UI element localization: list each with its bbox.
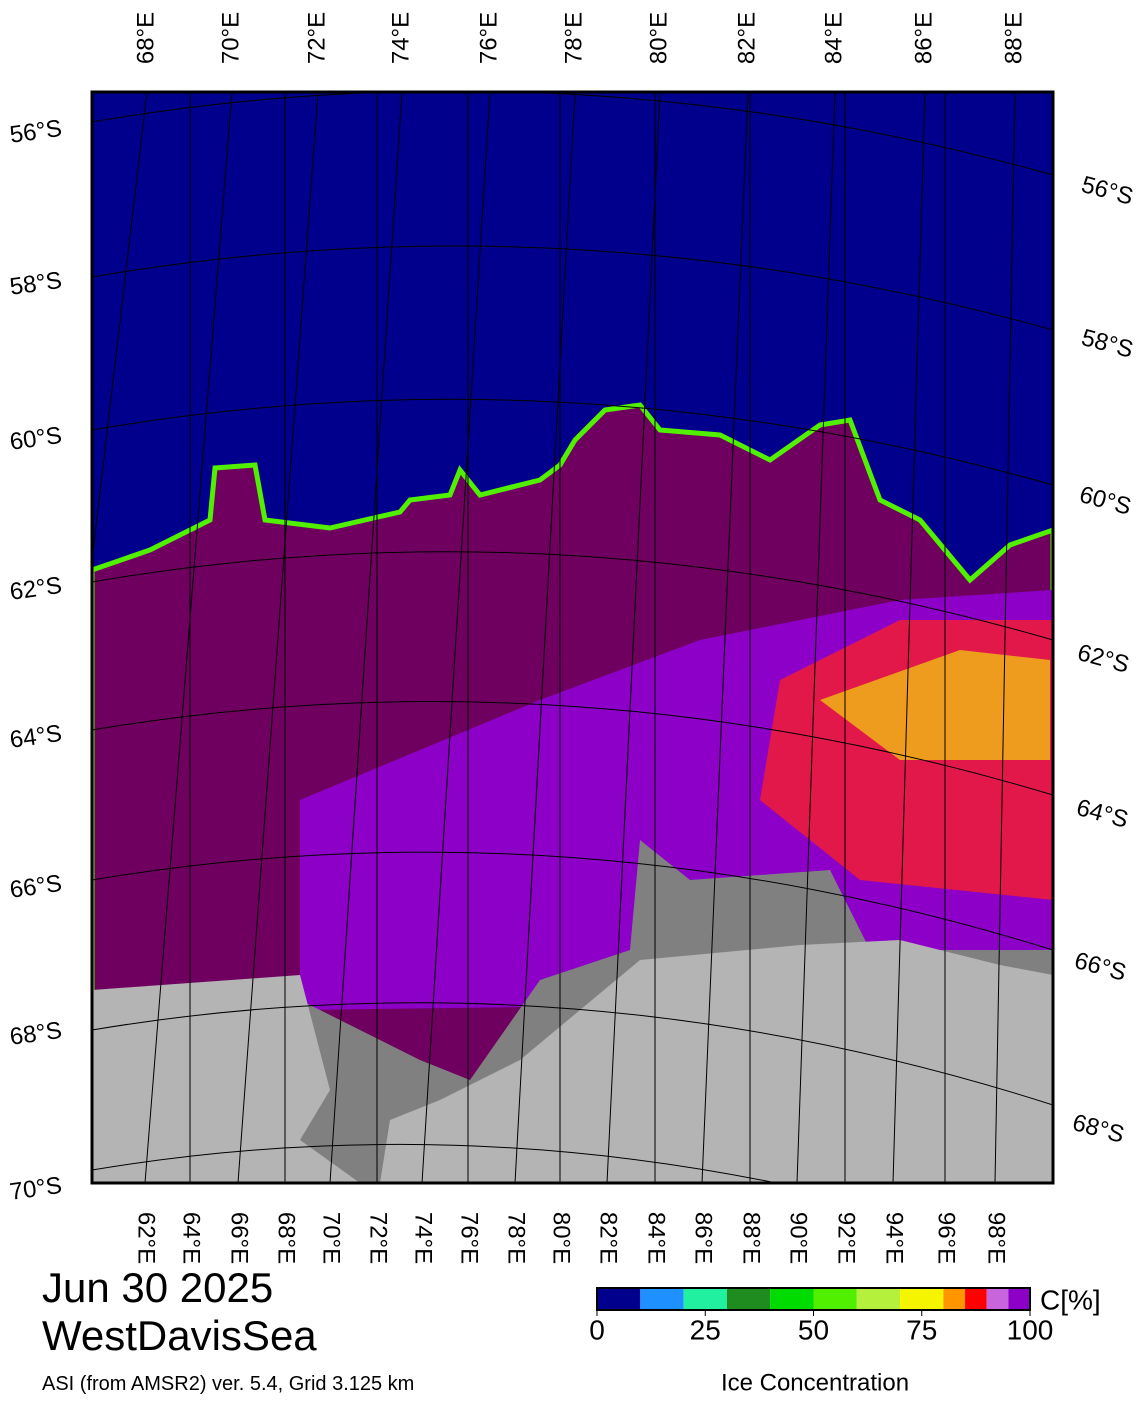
left-lat-label: 66°S xyxy=(8,870,64,904)
top-lon-label: 70°E xyxy=(217,12,244,64)
left-lat-label: 68°S xyxy=(8,1017,64,1051)
colorbar-label: Ice Concentration xyxy=(721,1369,909,1396)
bottom-lon-label: 68°E xyxy=(273,1212,300,1264)
bottom-lon-label: 80°E xyxy=(548,1212,575,1264)
top-lon-label: 76°E xyxy=(475,12,502,64)
left-lat-label: 62°S xyxy=(8,572,64,606)
region: WestDavisSea xyxy=(42,1312,317,1359)
right-lat-label: 56°S xyxy=(1079,171,1137,211)
top-lon-label: 88°E xyxy=(1000,12,1027,64)
colorbar-segment xyxy=(856,1288,901,1310)
bottom-lon-label: 78°E xyxy=(503,1212,530,1264)
left-lat-label: 64°S xyxy=(8,720,64,754)
bottom-lon-label: 66°E xyxy=(226,1212,253,1264)
top-lon-label: 80°E xyxy=(645,12,672,64)
colorbar-unit: C[%] xyxy=(1040,1284,1101,1315)
top-lon-label: 72°E xyxy=(303,12,330,64)
right-lat-label: 64°S xyxy=(1074,794,1132,834)
top-lon-label: 78°E xyxy=(560,12,587,64)
colorbar-segment xyxy=(813,1288,857,1310)
map-area xyxy=(92,92,1053,1183)
map-frame xyxy=(90,90,1055,1185)
colorbar-segment xyxy=(640,1288,684,1310)
colorbar-tick-label: 25 xyxy=(690,1314,721,1345)
bottom-lon-label: 74°E xyxy=(410,1212,437,1264)
right-lat-label: 62°S xyxy=(1075,639,1133,679)
right-lat-label: 68°S xyxy=(1070,1109,1128,1149)
left-lat-label: 58°S xyxy=(8,267,64,301)
colorbar-tick-label: 50 xyxy=(798,1314,829,1345)
left-lat-label: 60°S xyxy=(8,422,64,456)
axis-labels: 68°E 70°E 72°E 74°E 76°E 78°E 80°E 82°E 84°E 86°E… xyxy=(8,12,1136,1264)
colorbar-segment xyxy=(770,1288,814,1310)
date: Jun 30 2025 xyxy=(42,1264,273,1311)
top-lon-label: 82°E xyxy=(733,12,760,64)
top-lon-label: 86°E xyxy=(910,12,937,64)
bottom-lon-label: 92°E xyxy=(833,1212,860,1264)
bottom-lon-label: 82°E xyxy=(595,1212,622,1264)
left-lat-label: 70°S xyxy=(8,1172,64,1206)
source: ASI (from AMSR2) ver. 5.4, Grid 3.125 km xyxy=(42,1373,414,1395)
top-lon-label: 68°E xyxy=(132,12,159,64)
colorbar-segment xyxy=(683,1288,727,1310)
colorbar: 0 25 50 75 100 xyxy=(589,1287,1054,1345)
top-lon-label: 74°E xyxy=(387,12,414,64)
land xyxy=(92,940,1053,1183)
colorbar-segment xyxy=(943,1288,966,1310)
bottom-lon-label: 84°E xyxy=(643,1212,670,1264)
top-lon-label: 84°E xyxy=(820,12,847,64)
right-lat-label: 66°S xyxy=(1072,947,1130,987)
ice-yellow xyxy=(820,650,1050,760)
colorbar-tick-label: 75 xyxy=(906,1314,937,1345)
bottom-lon-label: 94°E xyxy=(881,1212,908,1264)
bottom-lon-label: 86°E xyxy=(690,1212,717,1264)
colorbar-tick-label: 100 xyxy=(1007,1314,1054,1345)
bottom-lon-label: 62°E xyxy=(133,1212,160,1264)
bottom-lon-label: 76°E xyxy=(456,1212,483,1264)
colorbar-segment xyxy=(965,1288,987,1310)
colorbar-tick-label: 0 xyxy=(589,1314,605,1345)
graticule xyxy=(92,92,1053,1183)
left-lat-label: 56°S xyxy=(8,115,64,149)
right-lat-label: 58°S xyxy=(1079,324,1137,364)
bottom-lon-label: 96°E xyxy=(933,1212,960,1264)
bottom-lon-label: 64°E xyxy=(178,1212,205,1264)
bottom-lon-label: 70°E xyxy=(318,1212,345,1264)
colorbar-segment xyxy=(726,1288,771,1310)
colorbar-segment xyxy=(597,1288,641,1310)
right-lat-label: 60°S xyxy=(1077,481,1135,521)
bottom-lon-label: 90°E xyxy=(785,1212,812,1264)
bottom-lon-label: 72°E xyxy=(365,1212,392,1264)
colorbar-segment xyxy=(900,1288,944,1310)
bottom-lon-label: 88°E xyxy=(738,1212,765,1264)
colorbar-segment xyxy=(986,1288,1009,1310)
bottom-lon-label: 98°E xyxy=(983,1212,1010,1264)
colorbar-segment xyxy=(1008,1288,1030,1310)
